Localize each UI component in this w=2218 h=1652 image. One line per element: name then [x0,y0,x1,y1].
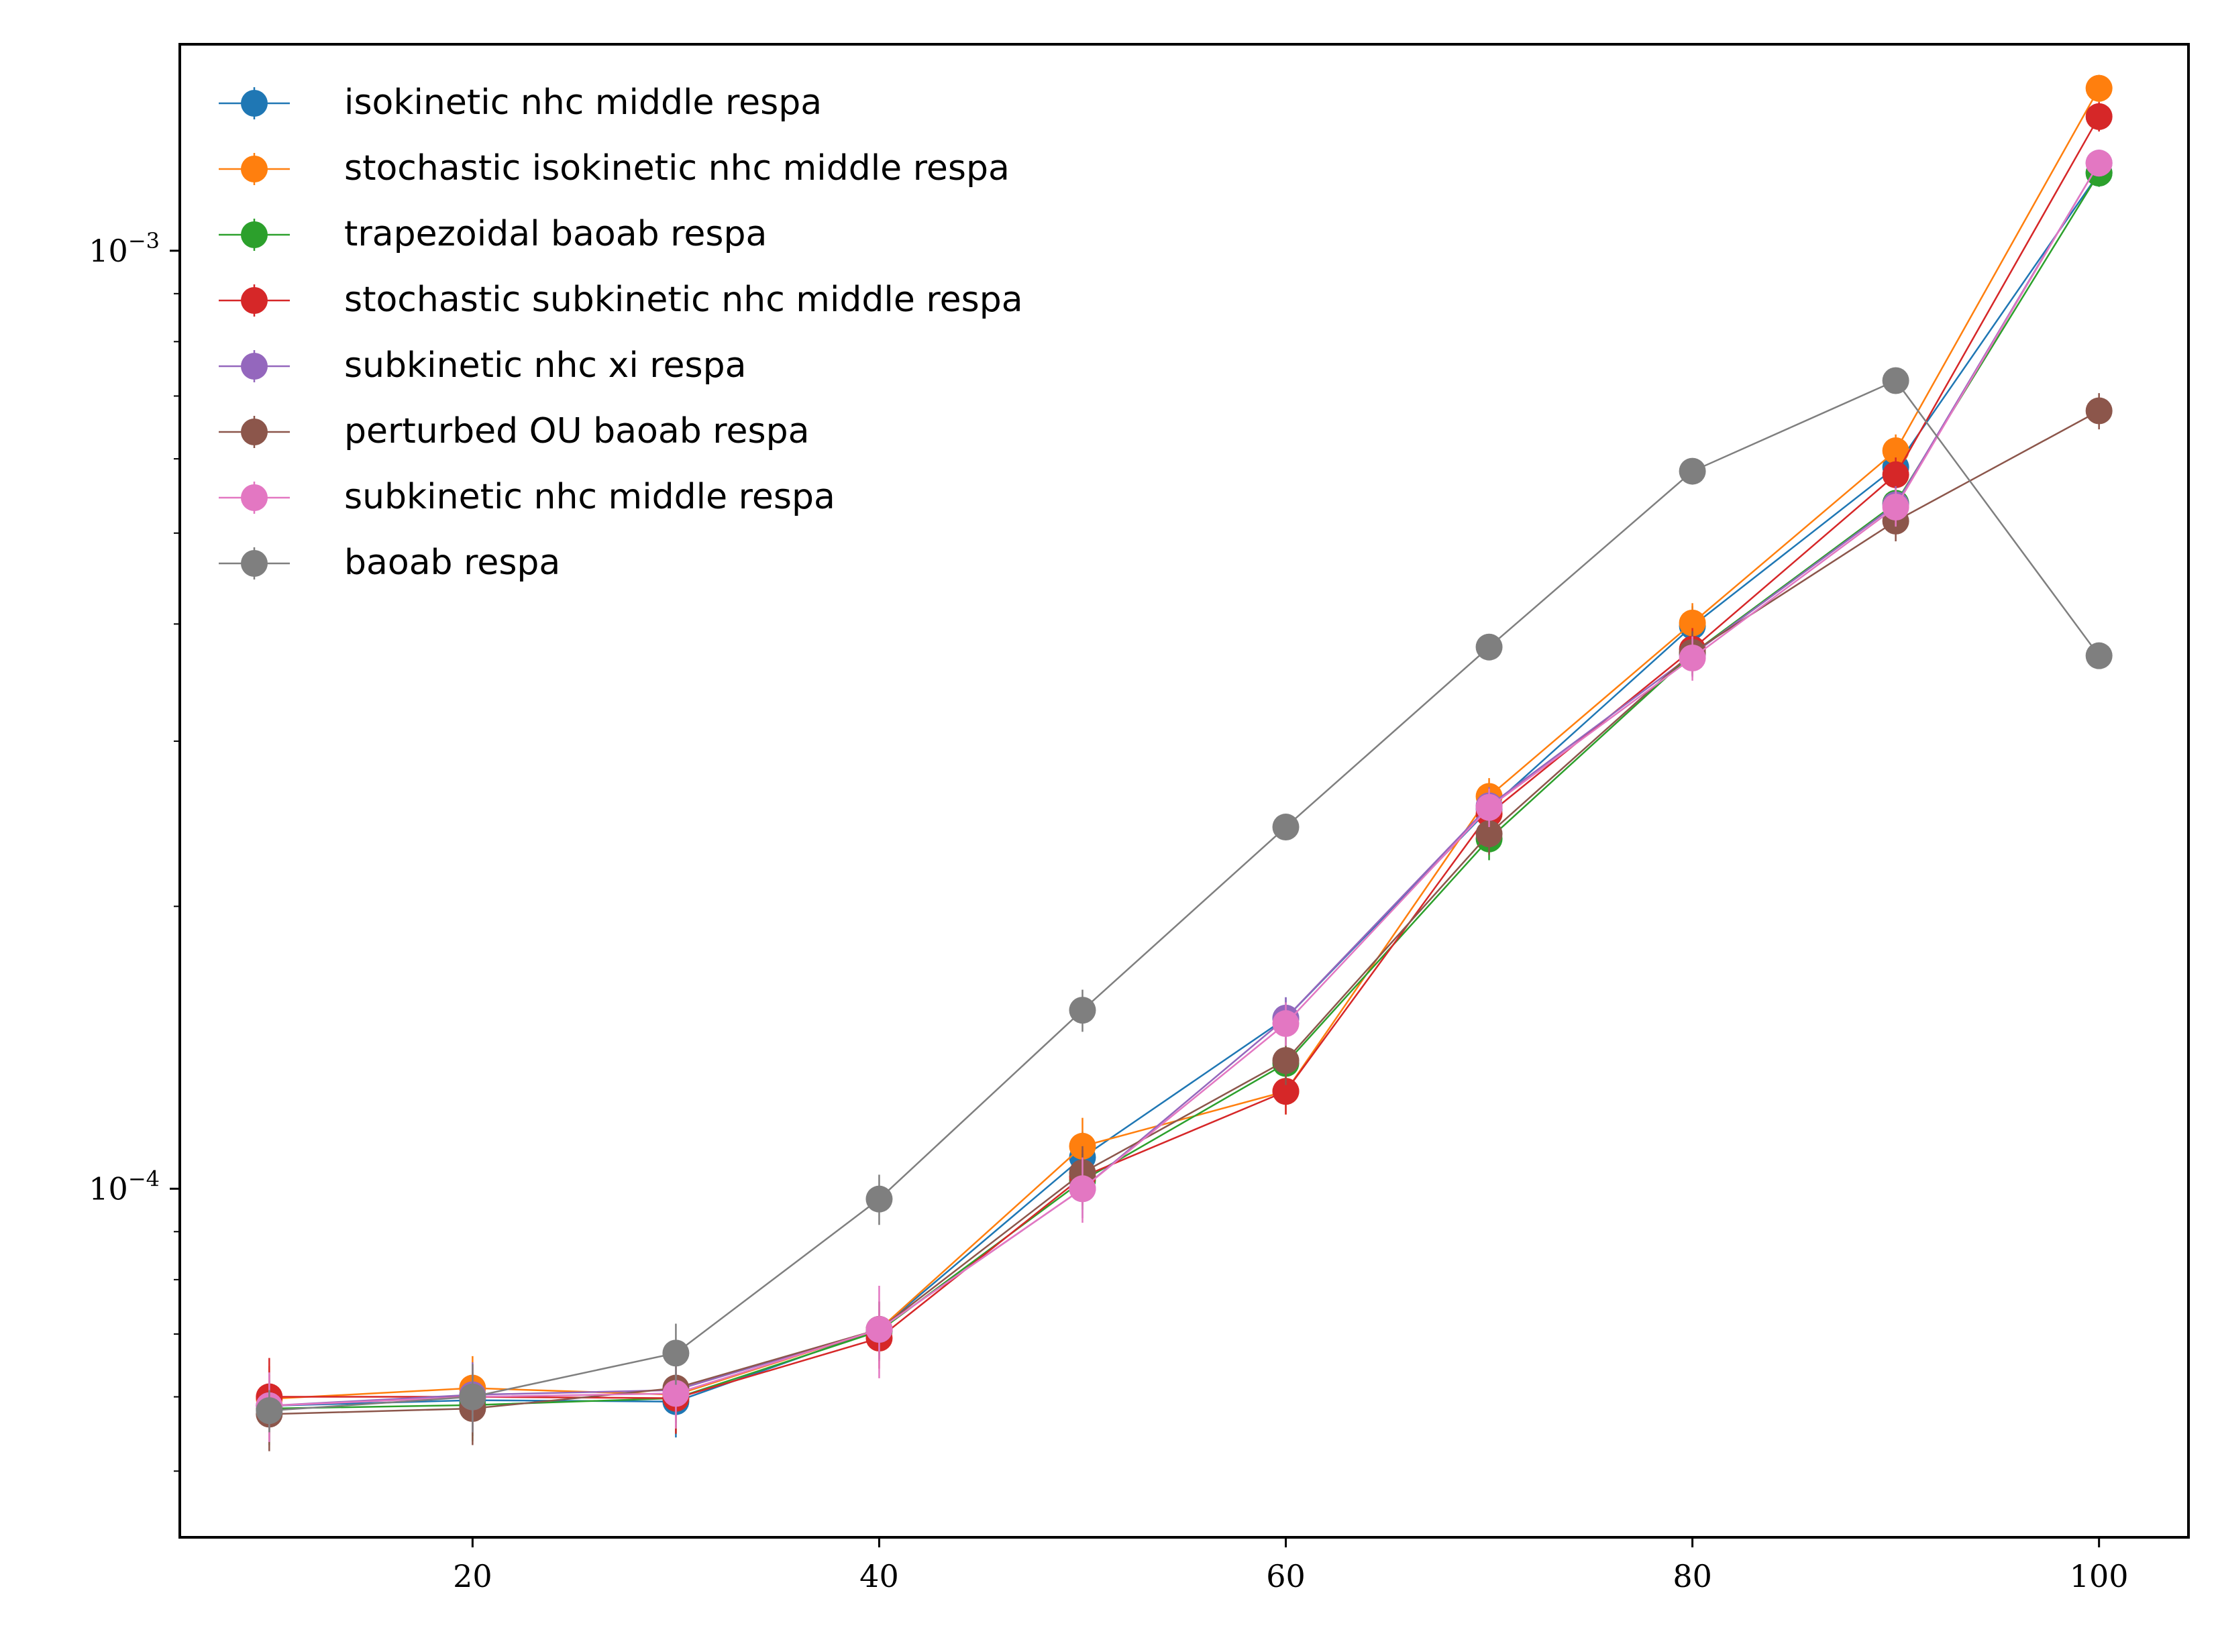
data-point [865,1185,893,1213]
legend-marker [241,90,268,117]
data-point [662,1380,690,1407]
legend-marker [241,221,268,248]
legend-marker [241,156,268,182]
data-point [1679,457,1706,485]
data-point [1882,493,1909,520]
data-point [1272,814,1300,841]
data-point [1475,633,1503,661]
legend-entry: perturbed OU baoab respa [219,411,809,451]
data-point [2085,150,2113,177]
data-point [2085,397,2113,425]
series-line [269,172,2100,1410]
series-line [269,410,2100,1415]
legend-marker [241,484,268,511]
legend-label: baoab respa [344,543,560,583]
legend-label: isokinetic nhc middle respa [344,82,822,123]
series-6 [256,150,2113,1442]
data-point [256,1397,283,1425]
axes: 20 40 60 80 100 10−4 10−3 [89,43,2190,1594]
x-tick-label: 80 [1673,1558,1712,1594]
legend: isokinetic nhc middle respa stochastic is… [219,82,1023,583]
data-point [1069,1175,1096,1203]
data-point [2085,642,2113,669]
legend-entry: stochastic isokinetic nhc middle respa [219,148,1010,188]
data-point [1069,997,1096,1024]
x-tick-label: 100 [2070,1558,2129,1594]
series-line [269,88,2100,1400]
series-4 [256,150,2113,1442]
legend-marker [241,550,268,577]
x-tick-label: 60 [1266,1558,1306,1594]
series-1 [256,74,2113,1435]
plot-area [256,74,2113,1451]
data-point [1272,1010,1300,1038]
legend-entry: subkinetic nhc xi respa [219,345,747,386]
legend-label: stochastic isokinetic nhc middle respa [344,148,1010,188]
data-point [1475,820,1503,848]
data-point [1882,437,1909,465]
data-point [1882,461,1909,488]
data-point [2085,74,2113,102]
data-point [459,1383,486,1411]
x-tick-label: 20 [453,1558,492,1594]
legend-marker [241,353,268,380]
data-point [662,1339,690,1367]
series-7 [256,367,2113,1433]
legend-label: trapezoidal baoab respa [344,214,767,254]
legend-entry: stochastic subkinetic nhc middle respa [219,280,1023,320]
legend-entry: baoab respa [219,543,560,583]
legend-label: stochastic subkinetic nhc middle respa [344,280,1023,320]
data-point [1272,1047,1300,1075]
series-line [269,379,2100,1412]
x-tick-label: 40 [859,1558,899,1594]
legend-marker [241,287,268,314]
legend-label: subkinetic nhc middle respa [344,477,835,517]
data-point [1882,367,1909,394]
legend-label: subkinetic nhc xi respa [344,345,747,386]
data-point [1272,1078,1300,1105]
plot-frame [178,43,2190,1539]
series-line [269,162,2100,1407]
legend-marker [241,419,268,445]
data-point [1679,609,1706,637]
legend-entry: isokinetic nhc middle respa [219,82,822,123]
y-tick-label: 10−4 [89,1166,160,1207]
legend-entry: trapezoidal baoab respa [219,214,767,254]
series-line [269,162,2100,1407]
legend-label: perturbed OU baoab respa [344,411,809,451]
data-point [2085,103,2113,130]
data-point [865,1316,893,1343]
data-point [1679,644,1706,671]
data-point [1475,793,1503,821]
y-tick-label: 10−3 [89,228,160,269]
legend-entry: subkinetic nhc middle respa [219,477,835,517]
